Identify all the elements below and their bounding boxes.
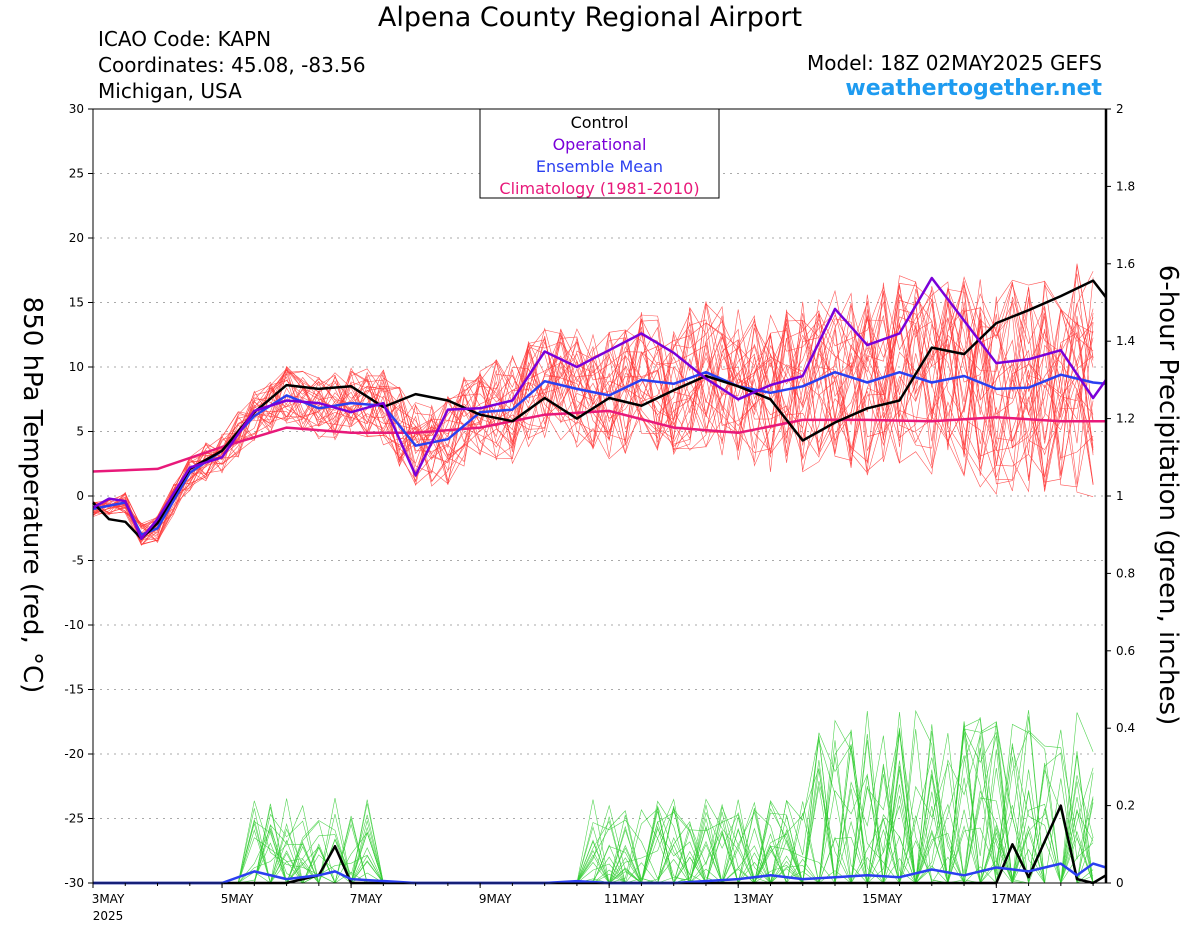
temp-member-line [92, 286, 1094, 546]
y-tick-label: 15 [69, 296, 84, 310]
model-info: Model: 18Z 02MAY2025 GEFS weathertogethe… [807, 50, 1102, 102]
y2-tick-label: 1 [1116, 489, 1124, 503]
x-tick-label: 15MAY [862, 892, 903, 906]
temp-member-line [92, 263, 1094, 546]
y2-tick-label: 1.4 [1116, 334, 1135, 348]
temp-member-line [92, 290, 1094, 546]
y-tick-label: 20 [69, 231, 84, 245]
y-tick-label: -5 [72, 554, 84, 568]
y2-tick-label: 1.6 [1116, 257, 1135, 271]
model-run: Model: 18Z 02MAY2025 GEFS [807, 51, 1102, 75]
temp-member-line [92, 285, 1094, 534]
y-tick-label: -30 [64, 876, 84, 890]
series-ensemble-mean-precip [93, 862, 1107, 885]
y-tick-label: 30 [69, 102, 84, 116]
temp-member-line [92, 288, 1094, 538]
coordinates: Coordinates: 45.08, -83.56 [98, 53, 366, 77]
y-tick-label: -20 [64, 747, 84, 761]
ensemble-members [92, 263, 1094, 885]
legend-entry: Control [571, 113, 629, 132]
precip-member-line [93, 710, 1094, 884]
x-tick-label: 17MAY [991, 892, 1032, 906]
y2-tick-label: 1.8 [1116, 179, 1135, 193]
legend: Control Operational Ensemble Mean Climatolo… [479, 108, 720, 199]
series-control [92, 279, 1107, 540]
y-tick-label: 5 [76, 425, 84, 439]
x-tick-label: 9MAY [479, 892, 512, 906]
y2-tick-label: 0 [1116, 876, 1124, 890]
x-tick-label: 3MAY [92, 892, 125, 906]
y2-tick-label: 2 [1116, 102, 1124, 116]
y-tick-label: 25 [69, 167, 84, 181]
x-tick-year: 2025 [93, 909, 124, 923]
x-tick-label: 11MAY [604, 892, 645, 906]
y2-tick-label: 0.2 [1116, 799, 1135, 813]
temp-member-line [92, 285, 1094, 540]
y2-tick-label: 0.6 [1116, 644, 1135, 658]
y-tick-label: 10 [69, 360, 84, 374]
temp-member-line [92, 282, 1094, 541]
legend-box [479, 108, 720, 199]
precip-member-line [93, 709, 1094, 884]
grid-lines [93, 173, 1106, 819]
series-operational [92, 276, 1108, 540]
site-link[interactable]: weathertogether.net [845, 76, 1102, 101]
x-tick-label: 5MAY [221, 892, 254, 906]
x-tick-label: 13MAY [733, 892, 774, 906]
y2-tick-label: 1.2 [1116, 412, 1135, 426]
x-tick-label: 7MAY [350, 892, 383, 906]
y-tick-label: -25 [64, 812, 84, 826]
region: Michigan, USA [98, 79, 242, 103]
temp-member-line [92, 303, 1094, 535]
temp-member-line [92, 298, 1094, 546]
y-tick-label: -15 [64, 683, 84, 697]
y2-tick-label: 0.8 [1116, 566, 1135, 580]
temp-member-line [92, 271, 1094, 542]
legend-entry: Ensemble Mean [536, 157, 663, 176]
precip-member-line [93, 733, 1094, 884]
legend-entry: Operational [553, 135, 647, 154]
series-lines [92, 276, 1108, 885]
y-tick-label: 0 [76, 489, 84, 503]
temp-member-line [92, 288, 1094, 525]
icao-code: ICAO Code: KAPN [98, 27, 272, 51]
precip-member-line [93, 716, 1094, 884]
legend-entry: Climatology (1981-2010) [499, 179, 699, 198]
y-tick-label: -10 [64, 618, 84, 632]
axes: 302520151050-5-10-15-20-25-3021.81.61.41… [64, 102, 1135, 923]
chart-title: Alpena County Regional Airport [377, 2, 803, 33]
y2-tick-label: 0.4 [1116, 721, 1135, 735]
station-info: ICAO Code: KAPN Coordinates: 45.08, -83.… [98, 26, 366, 104]
series-climatology-1981-2010 [92, 409, 1106, 473]
temp-member-line [92, 276, 1094, 527]
